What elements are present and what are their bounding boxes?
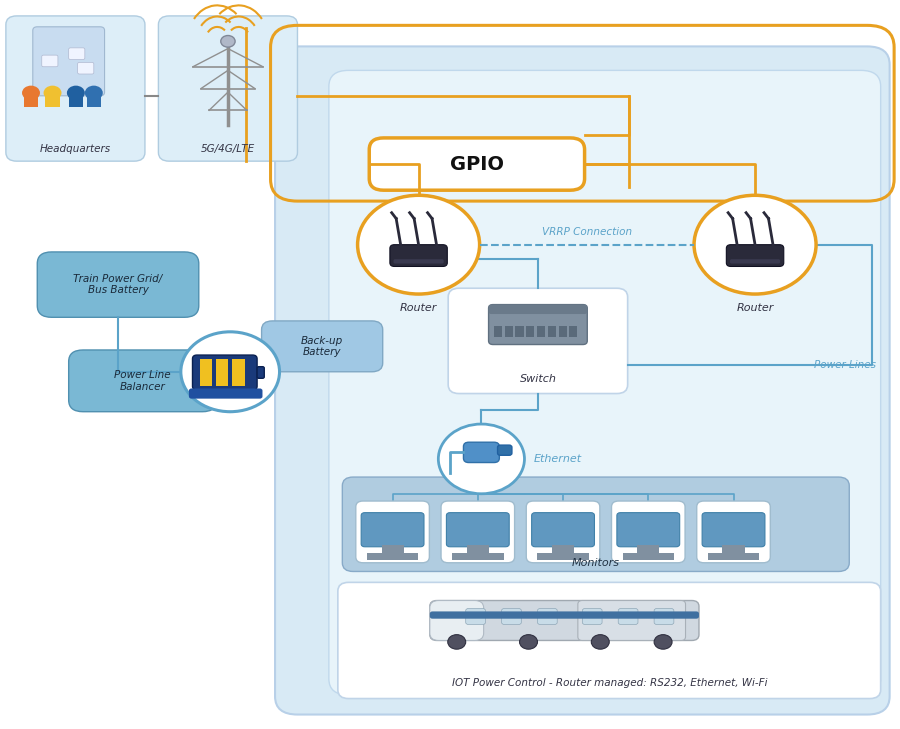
FancyBboxPatch shape — [441, 501, 515, 563]
Text: Power Line
Balancer: Power Line Balancer — [114, 370, 171, 391]
FancyBboxPatch shape — [193, 355, 257, 390]
Circle shape — [438, 424, 525, 494]
Bar — [68, 91, 83, 107]
Circle shape — [85, 85, 103, 100]
Bar — [232, 359, 245, 386]
FancyBboxPatch shape — [611, 501, 685, 563]
FancyBboxPatch shape — [618, 609, 638, 625]
FancyBboxPatch shape — [465, 609, 485, 625]
FancyBboxPatch shape — [537, 609, 557, 625]
Bar — [548, 326, 556, 338]
FancyBboxPatch shape — [489, 305, 588, 314]
FancyBboxPatch shape — [189, 389, 263, 399]
FancyBboxPatch shape — [654, 609, 674, 625]
FancyBboxPatch shape — [356, 501, 429, 563]
Bar — [537, 553, 589, 560]
Bar — [552, 545, 574, 554]
FancyBboxPatch shape — [464, 443, 500, 462]
Bar — [637, 545, 660, 554]
Circle shape — [694, 195, 816, 294]
FancyBboxPatch shape — [616, 512, 680, 547]
FancyBboxPatch shape — [446, 512, 509, 547]
Bar — [382, 545, 403, 554]
Circle shape — [67, 85, 85, 100]
Text: Power Lines: Power Lines — [814, 359, 877, 370]
Bar — [200, 359, 212, 386]
Circle shape — [220, 36, 235, 47]
FancyBboxPatch shape — [361, 512, 424, 547]
Circle shape — [519, 635, 537, 650]
FancyBboxPatch shape — [498, 445, 512, 456]
Circle shape — [591, 635, 609, 650]
Text: Router: Router — [736, 303, 774, 313]
Bar — [45, 91, 59, 107]
FancyBboxPatch shape — [393, 260, 444, 264]
Bar — [23, 91, 38, 107]
Bar — [570, 326, 578, 338]
FancyBboxPatch shape — [702, 512, 765, 547]
FancyBboxPatch shape — [32, 27, 104, 95]
FancyBboxPatch shape — [430, 612, 699, 619]
FancyBboxPatch shape — [41, 55, 58, 67]
FancyBboxPatch shape — [338, 582, 881, 698]
Bar — [367, 553, 419, 560]
Text: GPIO: GPIO — [450, 155, 504, 174]
FancyBboxPatch shape — [68, 48, 85, 60]
Text: IOT Power Control - Router managed: RS232, Ethernet, Wi-Fi: IOT Power Control - Router managed: RS23… — [452, 677, 767, 687]
Text: VRRP Connection: VRRP Connection — [542, 227, 632, 238]
Circle shape — [448, 635, 465, 650]
FancyBboxPatch shape — [726, 245, 784, 267]
Text: 5G/4G/LTE: 5G/4G/LTE — [201, 144, 255, 154]
Text: Monitors: Monitors — [572, 558, 620, 568]
FancyBboxPatch shape — [730, 260, 780, 264]
Text: Back-up
Battery: Back-up Battery — [301, 335, 343, 357]
FancyBboxPatch shape — [489, 305, 588, 345]
Circle shape — [357, 195, 480, 294]
Bar — [216, 359, 229, 386]
Bar — [559, 326, 567, 338]
FancyBboxPatch shape — [532, 512, 595, 547]
Bar — [526, 326, 535, 338]
Bar — [707, 553, 760, 560]
FancyBboxPatch shape — [582, 609, 602, 625]
FancyBboxPatch shape — [257, 367, 265, 378]
FancyBboxPatch shape — [275, 47, 889, 714]
Bar — [505, 326, 513, 338]
FancyBboxPatch shape — [158, 16, 298, 161]
FancyBboxPatch shape — [6, 16, 145, 161]
FancyBboxPatch shape — [262, 321, 382, 372]
Text: Train Power Grid/
Bus Battery: Train Power Grid/ Bus Battery — [74, 274, 163, 295]
FancyBboxPatch shape — [430, 601, 483, 641]
FancyBboxPatch shape — [37, 252, 199, 317]
FancyBboxPatch shape — [578, 601, 686, 641]
FancyBboxPatch shape — [430, 601, 699, 641]
Bar — [494, 326, 502, 338]
Text: Headquarters: Headquarters — [40, 144, 111, 154]
FancyBboxPatch shape — [501, 609, 521, 625]
Circle shape — [654, 635, 672, 650]
FancyBboxPatch shape — [448, 288, 627, 394]
Bar — [467, 545, 489, 554]
Circle shape — [22, 85, 40, 100]
Circle shape — [181, 332, 280, 412]
FancyBboxPatch shape — [328, 71, 881, 695]
FancyBboxPatch shape — [369, 138, 585, 190]
Bar — [452, 553, 504, 560]
FancyBboxPatch shape — [697, 501, 770, 563]
Bar — [537, 326, 545, 338]
Bar — [86, 91, 101, 107]
Bar — [623, 553, 674, 560]
Bar — [723, 545, 744, 554]
Circle shape — [43, 85, 61, 100]
Text: Router: Router — [400, 303, 437, 313]
FancyBboxPatch shape — [526, 501, 599, 563]
FancyBboxPatch shape — [390, 245, 447, 267]
FancyBboxPatch shape — [342, 477, 850, 572]
FancyBboxPatch shape — [68, 350, 217, 412]
Bar — [516, 326, 524, 338]
FancyBboxPatch shape — [77, 63, 94, 74]
Text: Switch: Switch — [519, 374, 556, 384]
Text: Ethernet: Ethernet — [534, 454, 581, 464]
